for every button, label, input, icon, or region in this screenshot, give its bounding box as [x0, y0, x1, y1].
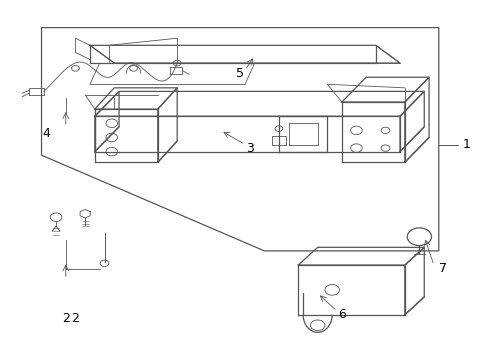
Text: 2: 2	[72, 312, 79, 325]
Text: 2: 2	[62, 312, 70, 325]
Text: 7: 7	[439, 262, 447, 275]
Text: 6: 6	[338, 308, 346, 321]
Bar	[271, 136, 286, 145]
Text: 4: 4	[43, 127, 50, 140]
Text: 3: 3	[246, 141, 254, 154]
Text: 1: 1	[463, 138, 471, 151]
Text: 5: 5	[236, 67, 244, 80]
